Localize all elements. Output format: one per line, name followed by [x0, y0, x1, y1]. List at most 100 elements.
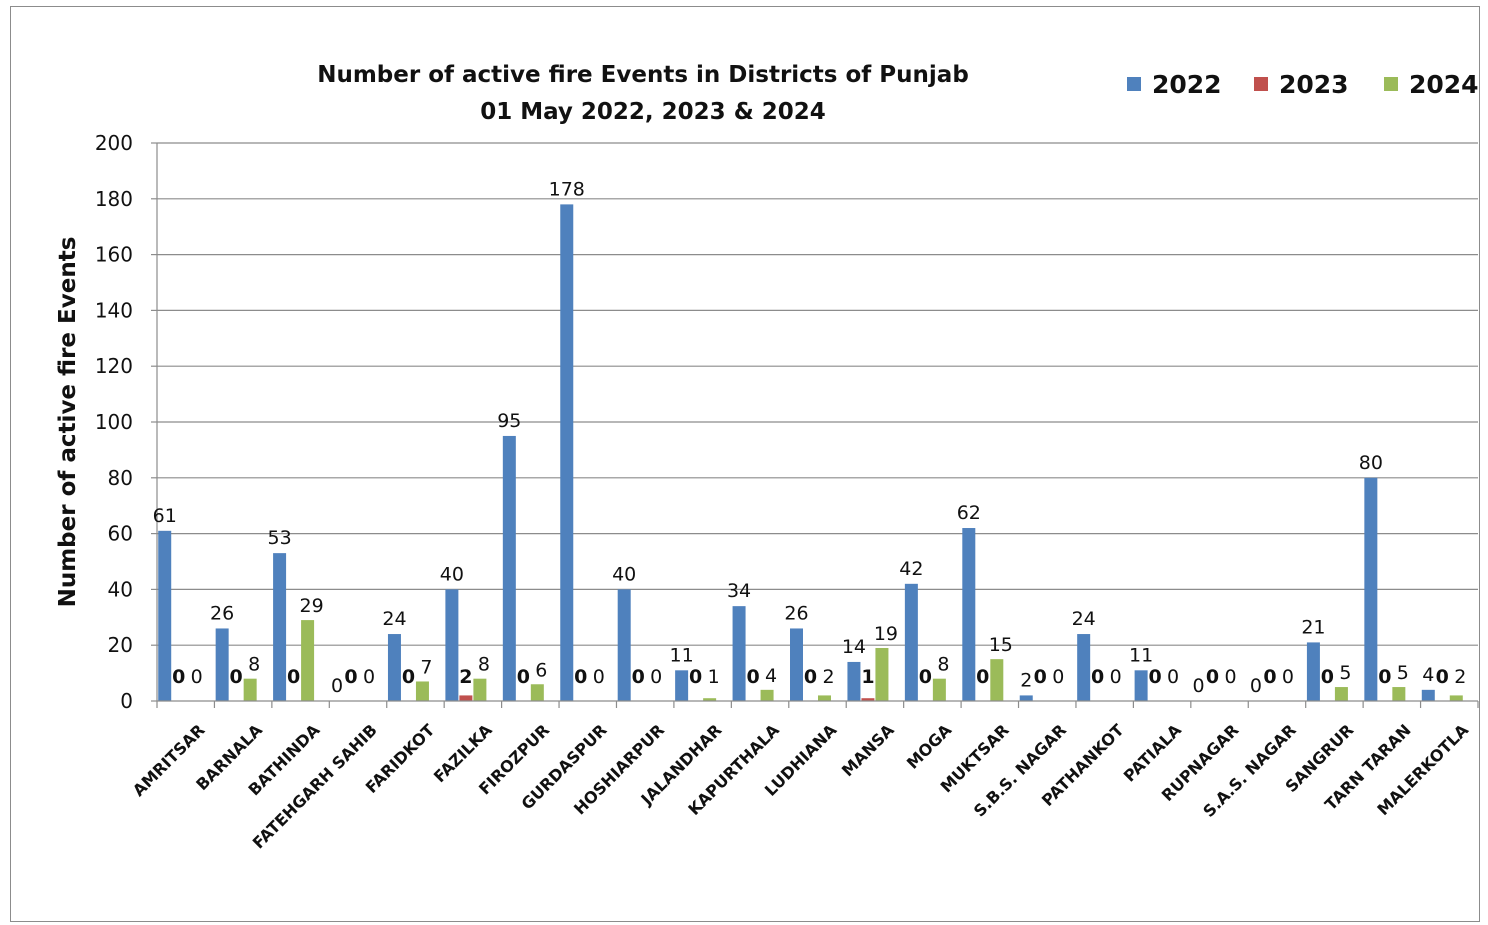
data-label-2024: 2	[1454, 666, 1466, 688]
bar-2024	[530, 684, 544, 701]
bar-2022	[387, 634, 401, 701]
bar-2022	[158, 530, 172, 701]
data-label-2022: 178	[549, 178, 585, 200]
y-tick-label: 180	[95, 187, 133, 211]
data-label-2024: 0	[1110, 666, 1122, 688]
data-label-2022: 0	[1192, 675, 1204, 697]
legend-swatch-2023	[1254, 77, 1268, 91]
data-label-2023: 0	[1263, 666, 1276, 688]
data-label-2024: 0	[1052, 666, 1064, 688]
data-label-2023: 0	[517, 666, 530, 688]
data-label-2024: 0	[650, 666, 662, 688]
bar-2022	[1134, 670, 1148, 701]
bar-2022	[1364, 477, 1378, 701]
bar-2022	[732, 606, 746, 701]
data-label-2022: 26	[210, 602, 234, 624]
data-label-2022: 26	[784, 602, 808, 624]
bar-2022	[215, 628, 229, 701]
data-label-2024: 0	[191, 666, 203, 688]
data-label-2024: 1	[708, 666, 720, 688]
data-label-2022: 95	[497, 410, 521, 432]
data-label-2023: 0	[402, 666, 415, 688]
y-tick-label: 60	[108, 522, 133, 546]
y-tick-label: 160	[95, 243, 133, 267]
legend-label-2022: 2022	[1152, 70, 1222, 99]
data-label-2024: 0	[1167, 666, 1179, 688]
data-label-2022: 40	[612, 563, 636, 585]
bar-2022	[445, 589, 459, 701]
bar-2022	[847, 661, 861, 701]
bar-2024	[932, 678, 946, 701]
bar-2022	[962, 528, 976, 701]
bar-2024	[875, 647, 889, 701]
bar-2022	[1306, 642, 1320, 701]
gridlines	[157, 142, 1478, 646]
chart-title: Number of active fire Events in District…	[317, 62, 969, 88]
bar-2024	[415, 681, 429, 701]
bar-2024	[1449, 695, 1463, 701]
chart-subtitle: 01 May 2022, 2023 & 2024	[480, 99, 826, 125]
data-label-2022: 80	[1359, 452, 1383, 474]
data-label-2024: 0	[1224, 666, 1236, 688]
data-label-2023: 0	[689, 666, 702, 688]
legend: 2022 2023 2024	[1127, 70, 1479, 99]
data-label-2022: 53	[267, 527, 291, 549]
bar-2022	[1077, 634, 1091, 701]
data-label-2023: 0	[1321, 666, 1334, 688]
bar-2024	[703, 698, 717, 701]
data-label-2023: 0	[976, 666, 989, 688]
bar-2022	[617, 589, 631, 701]
data-label-2024: 0	[1282, 666, 1294, 688]
y-tick-label: 200	[95, 131, 133, 155]
bar-2024	[990, 659, 1004, 701]
bar-2022	[560, 204, 574, 701]
data-label-2023: 0	[1034, 666, 1047, 688]
bar-2022	[273, 553, 287, 701]
data-label-2024: 0	[363, 666, 375, 688]
data-label-2022: 21	[1301, 616, 1325, 638]
data-label-2024: 6	[535, 659, 547, 681]
bar-2023	[861, 698, 875, 701]
data-label-2022: 4	[1422, 664, 1434, 686]
data-label-2022: 61	[153, 505, 177, 527]
data-label-2023: 0	[1091, 666, 1104, 688]
y-tick-label: 20	[108, 633, 133, 657]
data-label-2023: 1	[861, 666, 874, 688]
y-tick-label: 80	[108, 466, 133, 490]
data-label-2023: 0	[632, 666, 645, 688]
y-tick-label: 0	[120, 689, 133, 713]
bars	[158, 204, 1463, 701]
data-label-2023: 0	[1148, 666, 1161, 688]
data-label-2023: 0	[574, 666, 587, 688]
data-label-2023: 0	[344, 666, 357, 688]
legend-label-2023: 2023	[1279, 70, 1349, 99]
category-label: AMRITSAR	[129, 720, 209, 800]
bar-2022	[904, 583, 918, 701]
data-label-2022: 42	[899, 558, 923, 580]
data-label-2023: 0	[1206, 666, 1219, 688]
data-label-2022: 0	[331, 675, 343, 697]
data-label-2023: 2	[459, 666, 472, 688]
data-label-2024: 5	[1397, 662, 1409, 684]
chart-frame	[10, 6, 1480, 922]
bar-2024	[473, 678, 487, 701]
data-label-2024: 4	[765, 665, 777, 687]
category-label: MOGA	[903, 720, 956, 773]
data-label-2023: 0	[172, 666, 185, 688]
data-label-2024: 8	[248, 654, 260, 676]
axes: 020406080100120140160180200AMRITSARBARNA…	[95, 131, 1479, 852]
data-label-2023: 0	[919, 666, 932, 688]
bar-2024	[818, 695, 831, 701]
data-label-2023: 0	[1436, 666, 1449, 688]
bar-2022	[1421, 689, 1435, 701]
y-tick-label: 120	[95, 354, 133, 378]
y-axis-title: Number of active fire Events	[55, 237, 81, 608]
data-label-2024: 29	[299, 595, 323, 617]
data-label-2024: 8	[937, 654, 949, 676]
data-label-2023: 0	[746, 666, 759, 688]
data-label-2022: 40	[440, 563, 464, 585]
bar-2022	[675, 670, 689, 701]
y-tick-label: 140	[95, 298, 133, 322]
